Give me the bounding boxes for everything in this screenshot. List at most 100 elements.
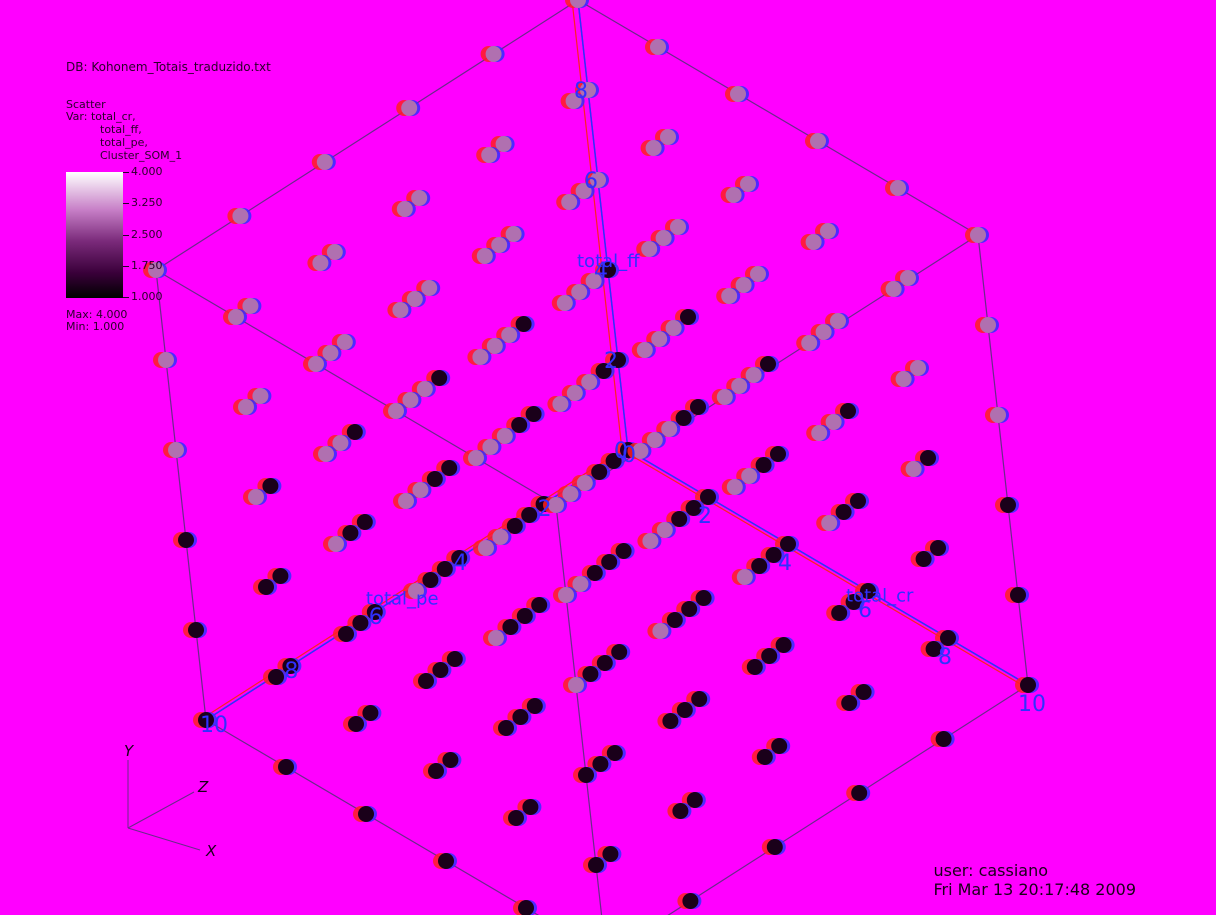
data-point <box>855 684 872 700</box>
data-point <box>248 489 264 505</box>
data-point <box>801 335 818 351</box>
bounding-box-edge <box>155 269 207 721</box>
database-title: DB: Kohonem_Totais_traduzido.txt <box>66 60 271 74</box>
data-point <box>278 759 294 775</box>
colorbar-label-max: 4.000 <box>131 165 163 178</box>
data-point <box>741 468 758 484</box>
data-point <box>766 839 783 855</box>
data-point <box>472 349 489 365</box>
data-point <box>362 705 379 721</box>
data-point <box>700 489 716 505</box>
data-point <box>980 317 996 333</box>
data-point <box>232 208 249 224</box>
data-point <box>660 129 676 145</box>
data-point <box>521 507 538 523</box>
data-point <box>746 659 763 675</box>
data-point <box>318 446 334 462</box>
data-point <box>1020 677 1036 693</box>
data-point <box>750 266 766 282</box>
data-point <box>676 702 693 718</box>
colorbar-tick <box>123 172 129 173</box>
data-point <box>716 389 733 405</box>
data-point <box>990 407 1006 423</box>
data-point <box>646 432 663 448</box>
data-point <box>586 565 603 581</box>
data-point <box>970 227 986 243</box>
data-point <box>811 425 828 441</box>
data-point <box>582 666 599 682</box>
data-point <box>272 568 289 584</box>
data-point <box>562 486 579 502</box>
data-point <box>516 608 533 624</box>
data-point <box>401 100 418 116</box>
data-point <box>745 367 762 383</box>
data-point <box>725 187 742 203</box>
data-point <box>228 309 244 325</box>
data-point <box>756 749 773 765</box>
legend-var-line-3: total_pe, <box>100 136 148 149</box>
data-point <box>645 140 662 156</box>
data-point <box>312 255 329 271</box>
data-point <box>178 532 194 548</box>
data-point <box>552 396 569 412</box>
data-point <box>441 460 458 476</box>
data-point <box>252 388 269 404</box>
data-point <box>820 223 836 239</box>
x-tick-label: 6 <box>858 598 872 623</box>
y-tick-label: 4 <box>594 259 608 284</box>
data-point <box>602 846 619 862</box>
data-point <box>576 475 593 491</box>
x-axis-title: total_cr <box>846 586 914 607</box>
data-point <box>326 244 343 260</box>
data-point <box>682 893 699 909</box>
data-point <box>730 86 746 102</box>
data-point <box>605 453 622 469</box>
data-point <box>268 669 284 685</box>
bounding-box-edge <box>977 234 1029 686</box>
data-point <box>432 662 449 678</box>
data-point <box>392 302 409 318</box>
data-point <box>585 273 602 289</box>
data-point <box>840 403 856 419</box>
data-point <box>346 424 363 440</box>
data-point <box>501 327 518 343</box>
bounding-box-edge <box>555 504 603 915</box>
data-point <box>515 316 532 332</box>
data-point <box>755 457 772 473</box>
data-point <box>148 262 164 278</box>
data-point <box>356 514 373 530</box>
data-point <box>655 230 672 246</box>
data-point <box>580 82 596 98</box>
data-point <box>431 370 448 386</box>
data-point <box>740 176 756 192</box>
data-point <box>522 799 539 815</box>
data-point <box>915 551 932 567</box>
legend-min: Min: 1.000 <box>66 320 125 333</box>
y-tick-label: 6 <box>584 169 598 194</box>
data-point <box>336 334 353 350</box>
data-point <box>805 234 822 250</box>
bounding-box-edge <box>577 0 979 236</box>
data-point <box>825 414 842 430</box>
data-point <box>662 713 679 729</box>
data-point <box>760 356 776 372</box>
data-point <box>835 504 852 520</box>
data-point <box>671 511 688 527</box>
data-point <box>636 342 653 358</box>
data-point <box>561 194 578 210</box>
data-point <box>402 392 419 408</box>
data-point <box>342 525 359 541</box>
data-point <box>388 403 404 419</box>
data-point <box>695 590 712 606</box>
data-point <box>601 554 618 570</box>
data-point <box>238 399 254 415</box>
colorbar-tick <box>123 235 129 236</box>
data-point <box>925 641 942 657</box>
data-point <box>588 857 604 873</box>
data-point <box>850 493 866 509</box>
legend-plot-name: Scatter <box>66 98 106 111</box>
colorbar-label: 3.250 <box>131 196 163 209</box>
bounding-box-edge <box>155 0 579 271</box>
data-point <box>498 720 514 736</box>
data-point <box>506 518 523 534</box>
